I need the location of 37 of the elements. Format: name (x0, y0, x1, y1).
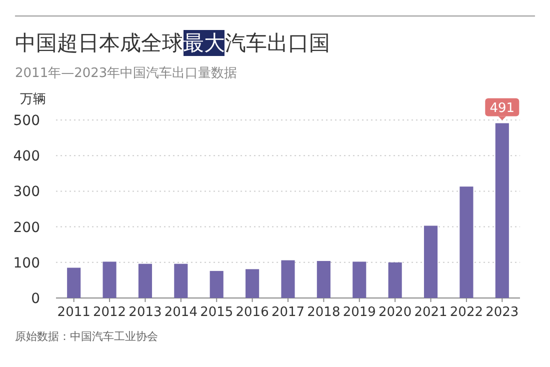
bar (210, 270, 224, 298)
bar (424, 226, 438, 298)
bar (138, 264, 152, 298)
bar (246, 269, 260, 298)
chart-title: 中国超日本成全球最大汽车出口国 (15, 31, 330, 55)
y-axis-title: 万辆 (20, 92, 46, 107)
x-tick-label: 2017 (271, 305, 305, 320)
y-tick-label: 200 (13, 220, 40, 236)
x-tick-label: 2011 (57, 305, 90, 320)
x-tick-label: 2019 (342, 305, 376, 320)
y-tick-label: 500 (13, 113, 40, 129)
x-tick-label: 2014 (164, 305, 198, 320)
chart-subtitle: 2011年—2023年中国汽车出口量数据 (15, 66, 238, 81)
y-tick-label: 300 (13, 184, 40, 200)
bar (460, 186, 474, 298)
y-tick-label: 0 (31, 291, 40, 307)
bar (388, 262, 402, 298)
bar (495, 123, 509, 298)
x-tick-label: 2018 (307, 305, 340, 320)
bar (281, 260, 295, 298)
x-tick-label: 2020 (378, 305, 412, 320)
bar (102, 262, 116, 298)
y-tick-label: 100 (13, 255, 40, 272)
text: 原始数据：中国汽车工业协会 (15, 330, 158, 343)
bar (174, 264, 188, 298)
x-tick-label: 2012 (92, 305, 126, 320)
x-tick-label: 2021 (414, 305, 448, 320)
data-label: 491 (490, 101, 515, 116)
bar (67, 268, 81, 298)
y-tick-label: 400 (13, 148, 40, 165)
x-tick-label: 2022 (450, 305, 484, 320)
x-tick-label: 2023 (486, 305, 519, 320)
x-tick-label: 2013 (128, 305, 162, 320)
x-tick-label: 2015 (200, 305, 234, 320)
bar (316, 260, 330, 298)
bar (352, 262, 366, 298)
x-tick-label: 2016 (236, 305, 269, 320)
